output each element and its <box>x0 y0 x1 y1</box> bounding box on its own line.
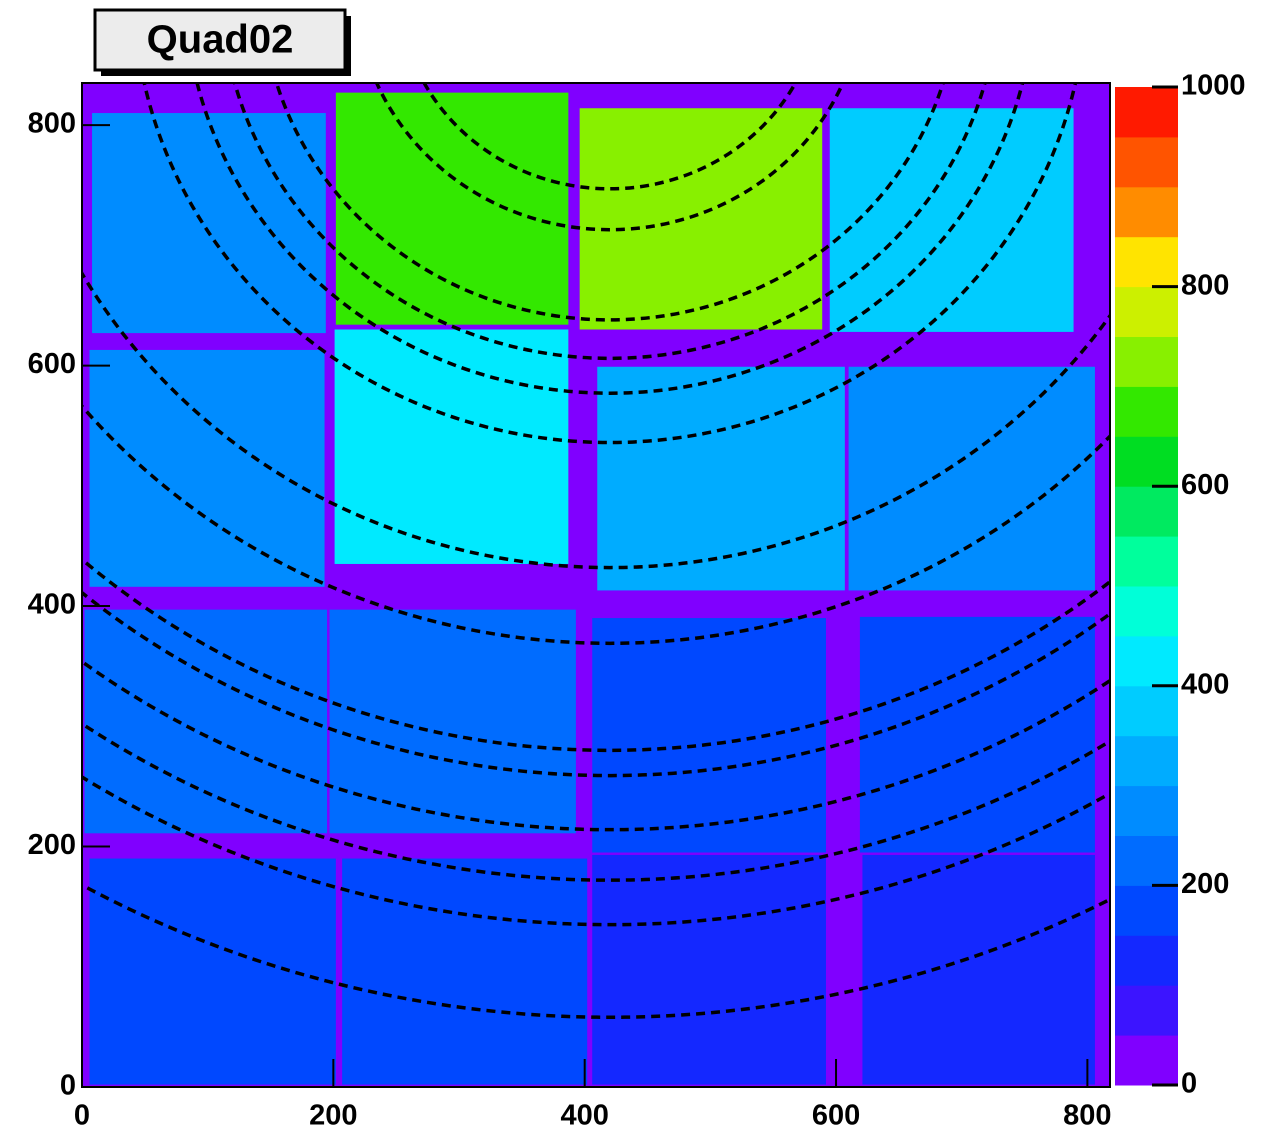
color-scale-band <box>1115 885 1178 936</box>
z-tick-label: 1000 <box>1181 70 1246 102</box>
x-tick-label: 200 <box>309 1100 357 1132</box>
color-scale-band <box>1115 436 1178 487</box>
ring <box>82 882 1110 1019</box>
y-tick-label: 600 <box>28 348 76 380</box>
tile <box>335 92 569 325</box>
color-scale-band <box>1115 735 1178 787</box>
tile <box>84 609 328 834</box>
plot-frame <box>81 82 1111 1088</box>
ring <box>374 83 845 232</box>
color-scale-band <box>1115 685 1178 737</box>
z-tick-label: 600 <box>1181 469 1229 501</box>
y-tick-label: 400 <box>28 589 76 621</box>
z-tick-label: 0 <box>1181 1068 1197 1100</box>
tile <box>592 854 826 1085</box>
color-scale-band <box>1115 236 1178 288</box>
ring <box>82 403 1110 645</box>
tile <box>848 366 1095 591</box>
color-scale-band <box>1115 835 1178 886</box>
tile <box>329 609 576 834</box>
ring <box>82 270 1110 570</box>
tile <box>592 618 826 853</box>
tile <box>579 108 823 330</box>
tile <box>342 858 588 1085</box>
z-tick-label: 800 <box>1181 269 1229 301</box>
ring <box>82 590 1110 778</box>
color-scale-band <box>1115 985 1178 1036</box>
z-tick-label: 200 <box>1181 868 1229 900</box>
x-tick-label: 0 <box>74 1100 90 1132</box>
color-scale-band <box>1115 536 1178 587</box>
tile <box>89 349 325 587</box>
ring <box>82 774 1110 927</box>
color-scale-band <box>1115 586 1178 637</box>
color-scale-band <box>1115 186 1178 238</box>
plot-area <box>82 83 1110 1087</box>
ring <box>82 659 1110 832</box>
color-scale-band <box>1115 87 1178 138</box>
tile <box>859 616 1095 853</box>
color-scale-band <box>1115 136 1178 188</box>
tile <box>92 113 326 334</box>
color-scale-band <box>1115 635 1178 687</box>
color-scale-band <box>1115 336 1178 387</box>
axes: 0 200 400 600 800 0 200 400 600 800 0 200 400 600 800 1… <box>28 70 1246 1132</box>
y-tick-label: 0 <box>60 1070 76 1102</box>
chart-title: Quad02 <box>147 18 294 62</box>
x-tick-label: 400 <box>560 1100 608 1132</box>
x-tick-label: 800 <box>1063 1100 1111 1132</box>
tile <box>862 854 1095 1085</box>
color-scale-band <box>1115 386 1178 437</box>
tile <box>89 858 336 1085</box>
color-scale-band <box>1115 1035 1178 1086</box>
tile <box>334 329 569 564</box>
color-scale-band <box>1115 935 1178 986</box>
title-box <box>93 8 347 72</box>
y-tick-label: 200 <box>28 829 76 861</box>
tile <box>829 108 1074 332</box>
color-scale-band <box>1115 486 1178 537</box>
y-tick-label: 800 <box>28 108 76 140</box>
ring <box>195 83 1025 395</box>
z-tick-label: 400 <box>1181 668 1229 700</box>
x-tick-label: 600 <box>812 1100 860 1132</box>
color-scale-band <box>1115 785 1178 836</box>
color-scale-band <box>1115 286 1178 337</box>
